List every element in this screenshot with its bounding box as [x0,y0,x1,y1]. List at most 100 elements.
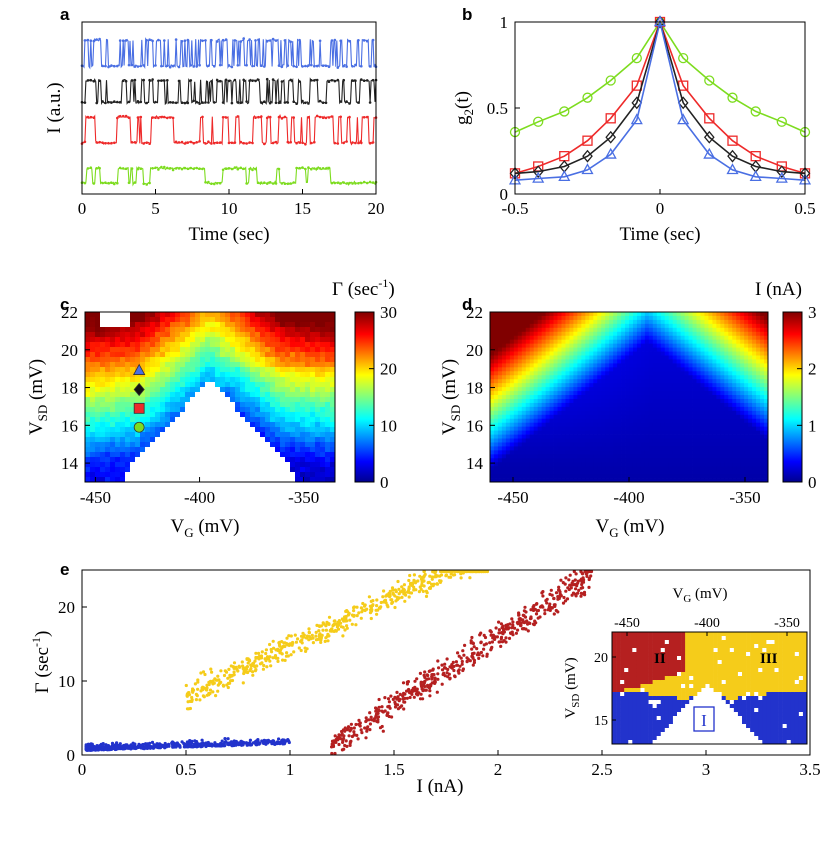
current-map-cell [509,359,515,364]
current-map-cell [581,458,586,463]
current-map-cell [553,312,558,317]
rate-map-cell [160,477,166,483]
current-map-cell [513,410,519,416]
panel-b-xtick-label: -0.5 [502,199,529,218]
rate-map-cell [190,397,196,403]
current-map-cell [621,454,626,459]
current-map-cell [541,367,546,372]
current-map-cell [537,438,543,443]
current-map-cell [557,315,562,321]
current-map-cell [688,446,693,451]
rate-map-cell [245,387,251,393]
rate-map-cell [220,397,226,403]
current-map-cell [593,335,598,341]
rate-map-cell [105,427,111,433]
panel-label-e: e [60,560,69,579]
rate-map-cell [160,442,166,448]
current-map-cell [712,355,717,360]
rate-map-cell [225,372,231,378]
current-map-cell [593,315,598,321]
rate-map-cell [300,477,306,483]
current-map-cell [724,410,729,416]
rate-map-cell [195,442,201,448]
current-map-cell [680,391,685,396]
rate-map-cell [270,322,276,328]
current-map-cell [736,426,741,431]
rate-map-cell [210,317,216,323]
rate-map-cell [135,457,141,463]
rate-map-cell [185,317,191,323]
rate-map-cell [255,442,261,448]
rate-map-cell [185,427,191,433]
rate-map-cell [115,357,121,363]
rate-map-cell [100,372,106,378]
current-map-cell [680,367,685,372]
g2-marker-green [533,116,544,127]
current-map-cell [736,359,741,364]
current-map-cell [724,474,729,479]
rate-map-cell [215,312,221,318]
current-map-cell [573,414,578,420]
current-map-cell [525,355,531,360]
rate-map-cell [125,457,131,463]
current-map-cell [565,379,570,384]
current-map-cell [664,343,670,348]
current-map-cell [557,323,562,329]
current-map-cell [660,474,666,479]
current-map-cell [521,446,527,451]
current-map-cell [692,379,697,384]
rate-map-cell [240,467,246,473]
current-map-cell [517,395,523,400]
rate-map-cell [195,327,201,333]
current-map-cell [533,339,539,345]
current-map-cell [716,351,721,356]
current-map-cell [629,418,634,424]
current-map-cell [617,359,622,364]
rate-map-cell [320,457,326,463]
rate-map-cell [290,417,296,423]
current-map-cell [617,315,622,321]
current-map-cell [740,359,745,364]
rate-map-cell [200,382,206,388]
current-map-cell [656,426,662,431]
rate-map-cell [315,392,321,398]
current-map-cell [565,339,570,345]
current-map-cell [585,355,590,360]
rate-map-cell [235,352,241,358]
rate-map-cell [290,442,296,448]
current-map-cell [680,414,685,420]
current-map-cell [672,351,678,356]
panel-c-frame [84,311,336,483]
rate-map-cell [255,457,261,463]
g2-marker-green [631,52,642,64]
current-map-cell [569,462,574,467]
rate-map-cell [295,432,301,438]
current-map-cell [517,434,523,439]
rate-map-cell [310,432,316,438]
current-map-cell [553,367,558,372]
current-map-cell [728,438,733,443]
rate-map-cell [215,447,221,453]
current-map-cell [509,438,515,443]
current-map-cell [517,355,523,360]
current-map-cell [541,450,546,455]
rate-map-cell [125,372,131,378]
current-map-cell [648,367,654,372]
current-map-cell [589,458,594,463]
rate-map-cell [105,402,111,408]
current-map-cell [668,438,674,443]
current-map-cell [490,442,495,447]
current-map-cell [621,442,626,447]
current-map-cell [553,454,558,459]
current-map-cell [684,343,689,348]
current-map-cell [565,418,570,424]
current-map-cell [537,355,543,360]
current-map-cell [597,450,602,455]
current-map-cell [712,430,717,435]
rate-map-cell [315,397,321,403]
current-map-cell [617,351,622,356]
rate-map-cell [120,417,126,423]
rate-map-cell [290,347,296,353]
current-map-cell [505,387,511,392]
current-map-cell [553,474,558,479]
